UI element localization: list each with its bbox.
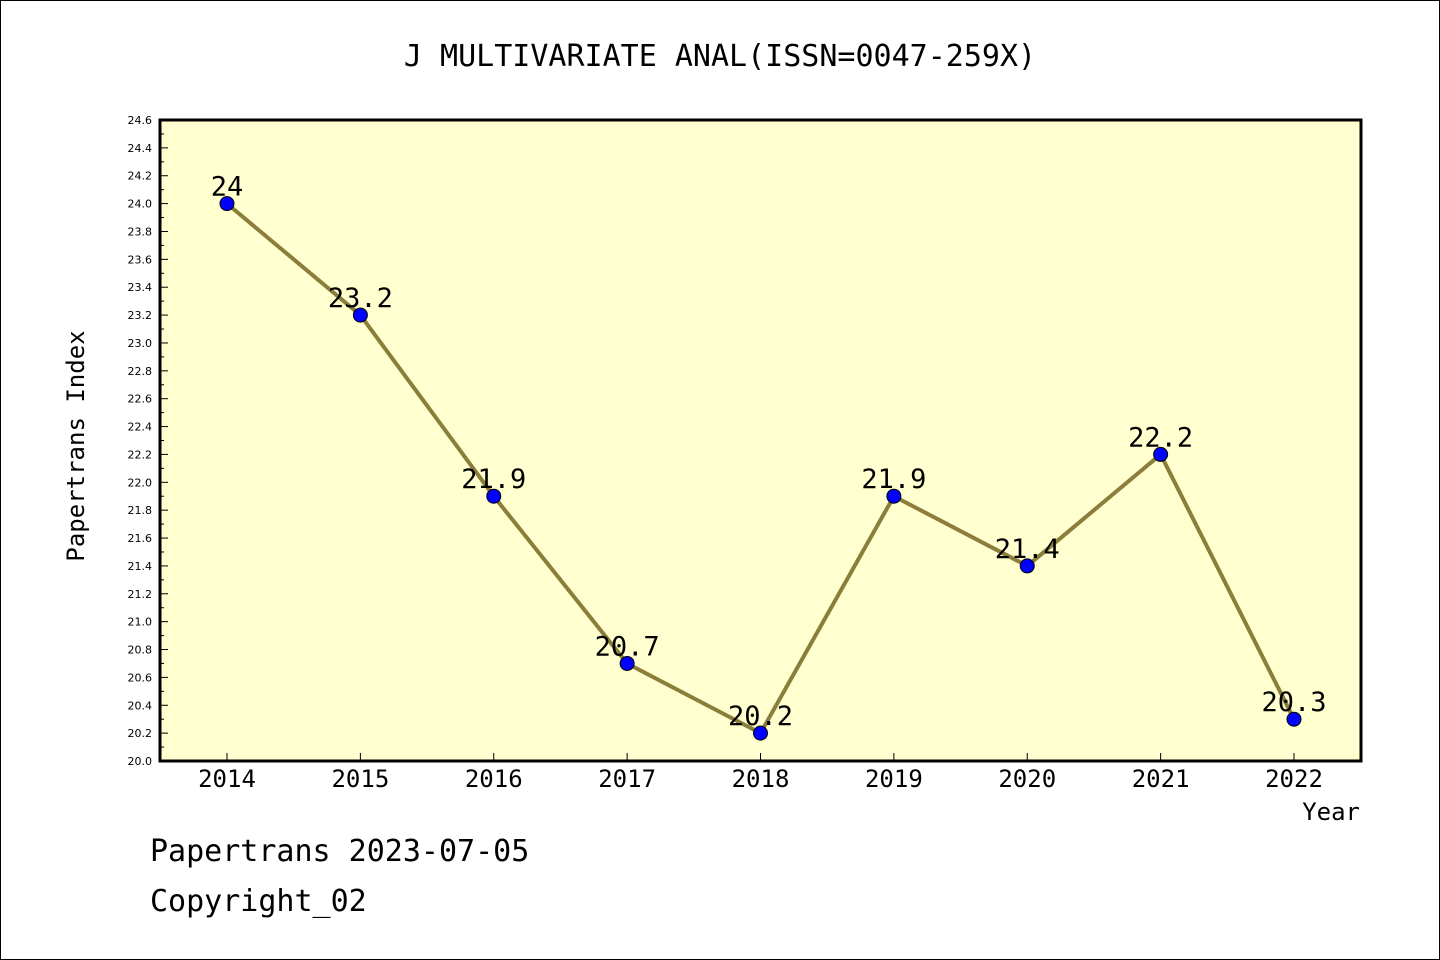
- data-label: 21.4: [995, 534, 1060, 565]
- data-label: 20.2: [728, 701, 793, 732]
- chart-title: J MULTIVARIATE ANAL(ISSN=0047-259X): [404, 39, 1036, 74]
- data-label: 21.9: [861, 464, 926, 495]
- y-tick-label: 21.8: [128, 504, 153, 517]
- x-tick-label: 2017: [598, 765, 656, 793]
- data-label: 20.7: [595, 631, 660, 662]
- y-tick-label: 21.2: [128, 588, 153, 601]
- data-point: [619, 655, 635, 671]
- x-tick-label: 2019: [865, 765, 923, 793]
- y-tick-label: 20.8: [128, 644, 153, 657]
- y-tick-label: 22.2: [128, 448, 153, 461]
- y-tick-label: 23.6: [128, 253, 153, 266]
- y-tick-label: 23.4: [128, 281, 153, 294]
- y-tick-label: 23.2: [128, 309, 153, 322]
- footer-copyright: Copyright_02: [150, 884, 367, 919]
- data-labels: 24 23.2 21.9 20.7 20.2 21.9 21.4 22.2 20.3: [211, 172, 1327, 733]
- y-tick-label: 21.0: [128, 616, 153, 629]
- y-tick-label: 21.6: [128, 532, 153, 545]
- x-tick-label: 2016: [465, 765, 523, 793]
- y-tick-label: 20.0: [128, 755, 153, 768]
- series-markers: [219, 196, 1302, 741]
- data-point: [352, 307, 368, 323]
- data-point: [886, 488, 902, 504]
- x-tick-label: 2015: [331, 765, 389, 793]
- x-tick-label: 2014: [198, 765, 256, 793]
- y-tick-label: 21.4: [128, 560, 153, 573]
- data-point: [1019, 558, 1035, 574]
- data-point: [1286, 711, 1302, 727]
- y-tick-label: 22.6: [128, 393, 153, 406]
- plot-area: [158, 118, 1363, 763]
- data-label: 24: [211, 172, 244, 203]
- y-tick-label: 24.2: [128, 170, 153, 183]
- y-tick-label: 23.0: [128, 337, 153, 350]
- data-label: 21.9: [461, 464, 526, 495]
- y-tick-label: 24.4: [128, 142, 153, 155]
- data-label: 23.2: [328, 283, 393, 314]
- x-axis: 2014 2015 2016 2017 2018 2019 2020 2021 2022: [198, 753, 1323, 793]
- data-label: 22.2: [1128, 422, 1193, 453]
- data-point: [1153, 446, 1169, 462]
- y-tick-label: 20.2: [128, 727, 153, 740]
- y-tick-label: 22.8: [128, 365, 153, 378]
- x-axis-label: Year: [1302, 798, 1360, 826]
- data-point: [486, 488, 502, 504]
- data-point: [753, 725, 768, 741]
- y-tick-label: 24.0: [128, 198, 153, 211]
- y-tick-label: 24.6: [128, 114, 153, 127]
- y-tick-label: 22.4: [128, 421, 153, 434]
- data-label: 20.3: [1261, 687, 1326, 718]
- footer-date: Papertrans 2023-07-05: [150, 834, 530, 869]
- y-tick-label: 20.4: [128, 699, 153, 712]
- data-point: [219, 196, 235, 212]
- y-tick-label: 20.6: [128, 671, 153, 684]
- x-tick-label: 2020: [998, 765, 1056, 793]
- x-tick-label: 2022: [1265, 765, 1323, 793]
- y-tick-label: 22.0: [128, 476, 153, 489]
- x-tick-label: 2018: [732, 765, 790, 793]
- y-axis-label: Papertrans Index: [62, 330, 90, 561]
- y-tick-label: 23.8: [128, 225, 153, 238]
- x-tick-label: 2021: [1132, 765, 1190, 793]
- y-axis: 20.0 20.2 20.4 20.6 20.8 21.0 21.2 21.4 21.6 21.8…: [128, 114, 168, 768]
